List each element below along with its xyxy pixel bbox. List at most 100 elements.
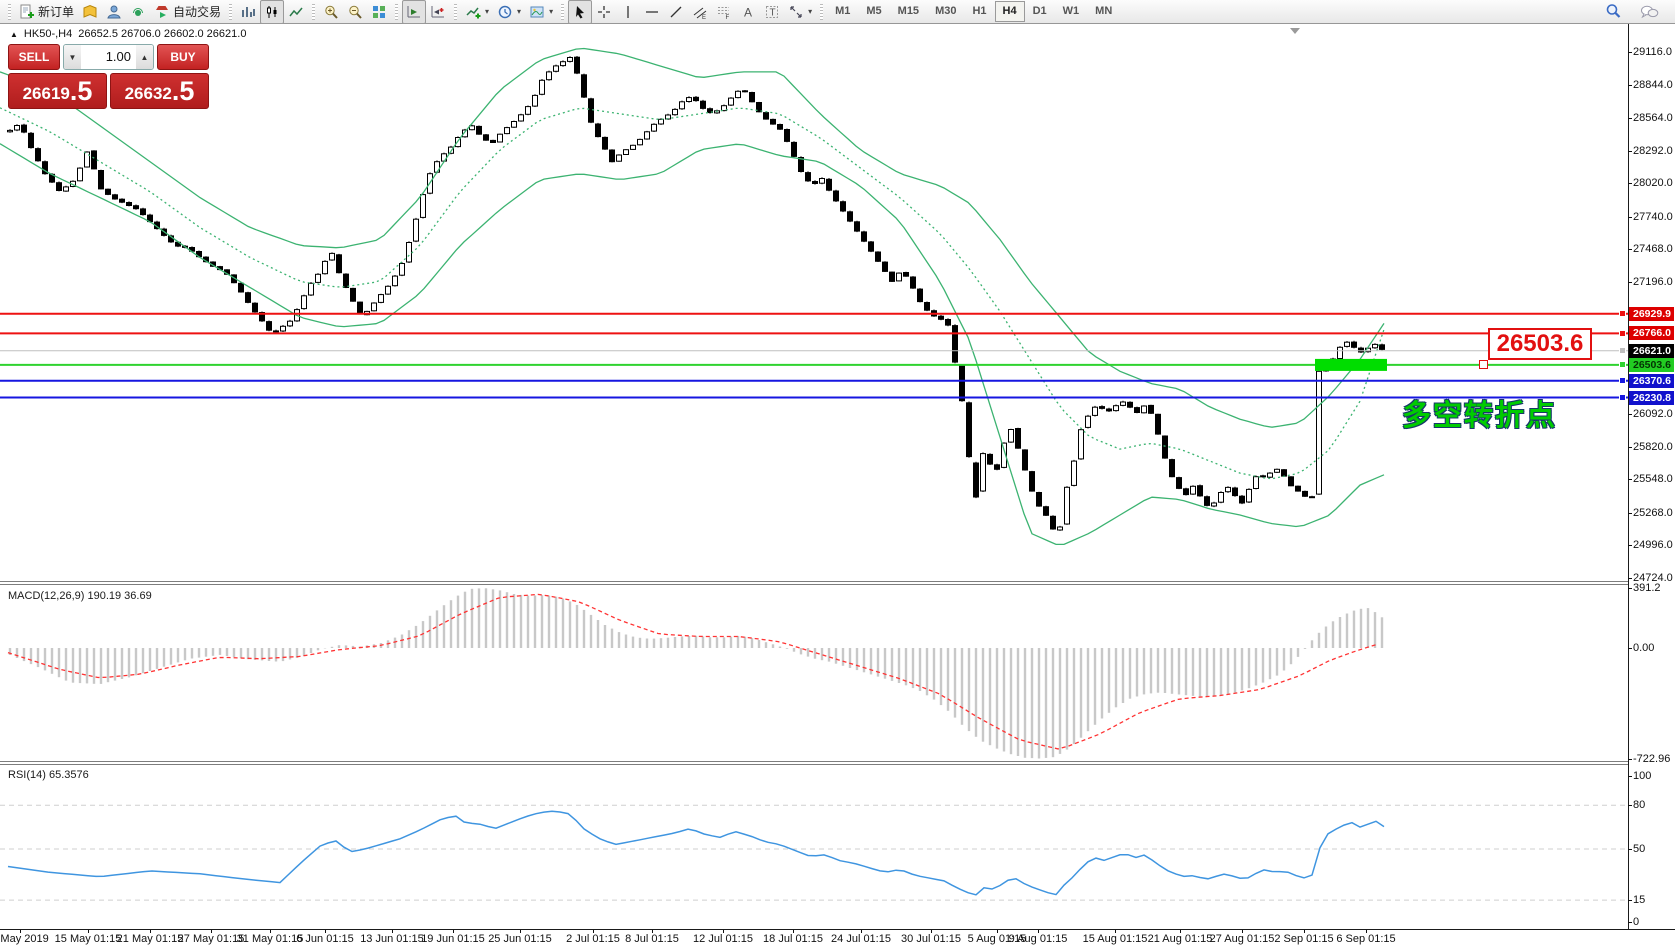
tab-m15[interactable]: M15 bbox=[897, 5, 920, 17]
template-button[interactable]: ▾ bbox=[525, 0, 557, 24]
price-tick-label: 28844.0 bbox=[1633, 78, 1673, 91]
axis-tick bbox=[1628, 446, 1632, 448]
level-line-anchor[interactable] bbox=[1619, 361, 1626, 369]
candlestick-chart[interactable] bbox=[0, 24, 1628, 581]
price-tick-label: 28020.0 bbox=[1633, 177, 1673, 190]
zoom-in-button[interactable] bbox=[319, 0, 343, 24]
svg-text:T: T bbox=[770, 7, 776, 18]
bar-chart-button[interactable] bbox=[236, 0, 260, 24]
periods-button[interactable]: ▾ bbox=[493, 0, 525, 24]
zoom-out-icon bbox=[347, 4, 363, 20]
cursor-icon bbox=[572, 4, 588, 20]
auto-trading-button[interactable]: 自动交易 bbox=[150, 0, 225, 24]
volume-input[interactable]: 1.00 bbox=[105, 49, 131, 64]
new-order-label: 新订单 bbox=[38, 5, 75, 19]
time-axis-tick bbox=[150, 930, 151, 933]
equidistant-channel-button[interactable]: E bbox=[688, 0, 712, 24]
price-callout-label[interactable]: 26503.6 bbox=[1488, 328, 1592, 360]
ohlc-values: 26652.5 26706.0 26602.0 26621.0 bbox=[78, 28, 247, 40]
tile-windows-button[interactable] bbox=[367, 0, 391, 24]
axis-tick bbox=[1628, 577, 1632, 579]
profile-button[interactable] bbox=[102, 0, 126, 24]
axis-tick bbox=[1628, 183, 1632, 185]
axis-tick bbox=[1628, 922, 1632, 923]
price-level-label: 26766.0 bbox=[1629, 326, 1674, 341]
axis-tick bbox=[1628, 249, 1632, 251]
text-button[interactable]: A bbox=[736, 0, 760, 24]
auto-scroll-button[interactable] bbox=[402, 0, 427, 24]
candlestick-chart-icon bbox=[264, 4, 280, 20]
macd-tick-label: 391.2 bbox=[1633, 581, 1661, 594]
profile-icon bbox=[106, 4, 122, 20]
tab-d1[interactable]: D1 bbox=[1032, 5, 1047, 17]
cursor-button[interactable] bbox=[568, 0, 593, 24]
level-line-anchor[interactable] bbox=[1619, 377, 1626, 385]
time-axis-tick bbox=[392, 930, 393, 933]
tab-m1[interactable]: M1 bbox=[835, 5, 851, 17]
add-indicator-icon bbox=[465, 4, 481, 20]
pane-separator[interactable] bbox=[0, 581, 1675, 585]
chat-button[interactable] bbox=[1636, 0, 1663, 24]
auto-trading-label: 自动交易 bbox=[173, 5, 222, 19]
volume-decrease-button[interactable]: ▼ bbox=[64, 45, 81, 69]
text-label-button[interactable]: T bbox=[760, 0, 784, 24]
history-center-button[interactable] bbox=[78, 0, 102, 24]
horizontal-line-button[interactable] bbox=[640, 0, 664, 24]
price-tick-label: 26092.0 bbox=[1633, 408, 1673, 421]
line-chart-button[interactable] bbox=[284, 0, 308, 24]
price-tick-label: 25820.0 bbox=[1633, 440, 1673, 453]
buy-price-button[interactable]: 26632.5 bbox=[110, 73, 209, 109]
vertical-line-button[interactable] bbox=[616, 0, 640, 24]
tab-h4[interactable]: H4 bbox=[994, 1, 1025, 22]
candlestick-chart-button[interactable] bbox=[260, 0, 285, 24]
svg-text:E: E bbox=[702, 15, 706, 20]
time-tick-label: 21 May 01:15 bbox=[116, 933, 184, 945]
time-axis-tick bbox=[1038, 930, 1039, 933]
pane-separator[interactable] bbox=[0, 761, 1675, 765]
arrows-shapes-button[interactable]: ▾ bbox=[784, 0, 816, 24]
search-icon bbox=[1605, 3, 1622, 20]
time-axis-tick bbox=[211, 930, 212, 933]
axis-tick bbox=[1628, 414, 1632, 416]
time-tick-label: 19 Jun 01:15 bbox=[421, 933, 485, 945]
search-button[interactable] bbox=[1601, 0, 1626, 24]
tab-m5[interactable]: M5 bbox=[866, 5, 882, 17]
broadcast-icon bbox=[130, 4, 146, 20]
rsi-pane-canvas[interactable] bbox=[0, 766, 1628, 929]
turning-point-note[interactable]: 多空转折点 bbox=[1402, 398, 1558, 432]
volume-increase-button[interactable]: ▲ bbox=[136, 45, 153, 69]
time-axis-tick bbox=[861, 930, 862, 933]
new-order-button[interactable]: 新订单 bbox=[15, 0, 78, 24]
auto-scroll-icon bbox=[406, 4, 422, 20]
buy-button[interactable]: BUY bbox=[157, 44, 209, 70]
main-toolbar: 新订单 自动交易 ▾ ▾ bbox=[0, 0, 1675, 24]
axis-tick bbox=[1628, 216, 1632, 218]
chart-shift-marker[interactable] bbox=[1290, 28, 1300, 34]
callout-anchor-marker[interactable] bbox=[1479, 360, 1488, 369]
tab-m30[interactable]: M30 bbox=[935, 5, 957, 17]
level-line-anchor[interactable] bbox=[1619, 394, 1626, 402]
volume-stepper: ▼ 1.00 ▲ bbox=[63, 44, 154, 70]
broadcast-button[interactable] bbox=[126, 0, 150, 24]
sell-price-button[interactable]: 26619.5 bbox=[8, 73, 107, 109]
crosshair-button[interactable] bbox=[592, 0, 616, 24]
chart-shift-button[interactable] bbox=[426, 0, 450, 24]
price-axis-line bbox=[1628, 24, 1629, 929]
zoom-in-icon bbox=[323, 4, 339, 20]
time-axis-tick bbox=[931, 930, 932, 933]
fibonacci-button[interactable]: F bbox=[712, 0, 736, 24]
level-line-anchor[interactable] bbox=[1619, 329, 1626, 337]
trendline-button[interactable] bbox=[664, 0, 688, 24]
tab-w1[interactable]: W1 bbox=[1062, 5, 1080, 17]
axis-tick bbox=[1628, 84, 1632, 86]
macd-pane-canvas[interactable] bbox=[0, 586, 1628, 763]
time-tick-label: 5 Aug 01:15 bbox=[967, 933, 1027, 945]
level-line-anchor[interactable] bbox=[1619, 310, 1626, 318]
sell-button[interactable]: SELL bbox=[8, 44, 60, 70]
tab-h1[interactable]: H1 bbox=[972, 5, 987, 17]
level-line-anchor[interactable] bbox=[1619, 347, 1626, 355]
add-indicator-button[interactable]: ▾ bbox=[461, 0, 493, 24]
zoom-out-button[interactable] bbox=[343, 0, 367, 24]
tab-mn[interactable]: MN bbox=[1095, 5, 1113, 17]
